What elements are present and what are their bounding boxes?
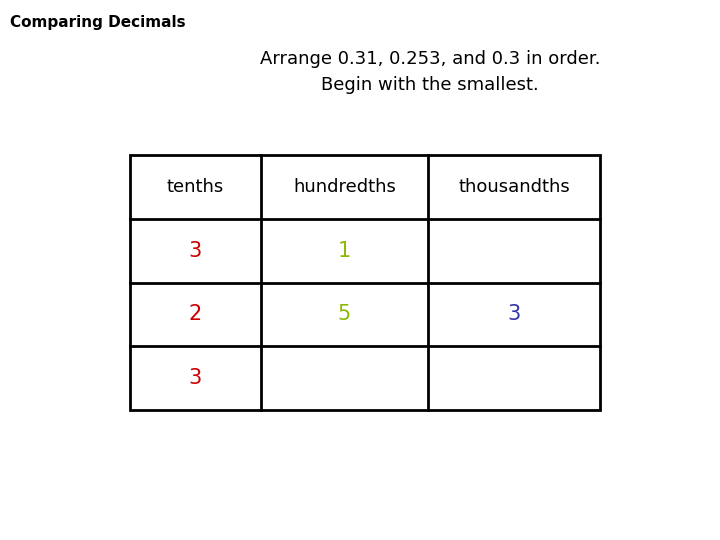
Text: 3: 3 bbox=[189, 241, 202, 261]
Text: 1: 1 bbox=[338, 241, 351, 261]
Text: thousandths: thousandths bbox=[458, 178, 570, 196]
Text: 2: 2 bbox=[189, 305, 202, 325]
Bar bbox=[130, 155, 600, 410]
Text: hundredths: hundredths bbox=[293, 178, 396, 196]
Text: Arrange 0.31, 0.253, and 0.3 in order.
Begin with the smallest.: Arrange 0.31, 0.253, and 0.3 in order. B… bbox=[260, 50, 600, 94]
Text: tenths: tenths bbox=[167, 178, 224, 196]
Text: 3: 3 bbox=[508, 305, 521, 325]
Text: 3: 3 bbox=[189, 368, 202, 388]
Text: 5: 5 bbox=[338, 305, 351, 325]
Text: Comparing Decimals: Comparing Decimals bbox=[10, 15, 186, 30]
